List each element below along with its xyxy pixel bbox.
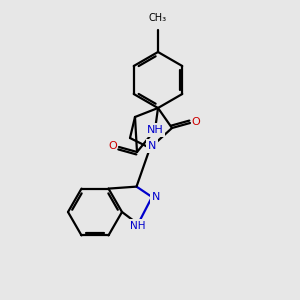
Text: N: N (148, 141, 156, 151)
Text: O: O (109, 141, 117, 151)
Text: CH₃: CH₃ (149, 13, 167, 23)
Text: N: N (152, 192, 160, 202)
Text: NH: NH (130, 221, 146, 231)
Text: NH: NH (147, 125, 164, 135)
Text: O: O (192, 117, 200, 127)
